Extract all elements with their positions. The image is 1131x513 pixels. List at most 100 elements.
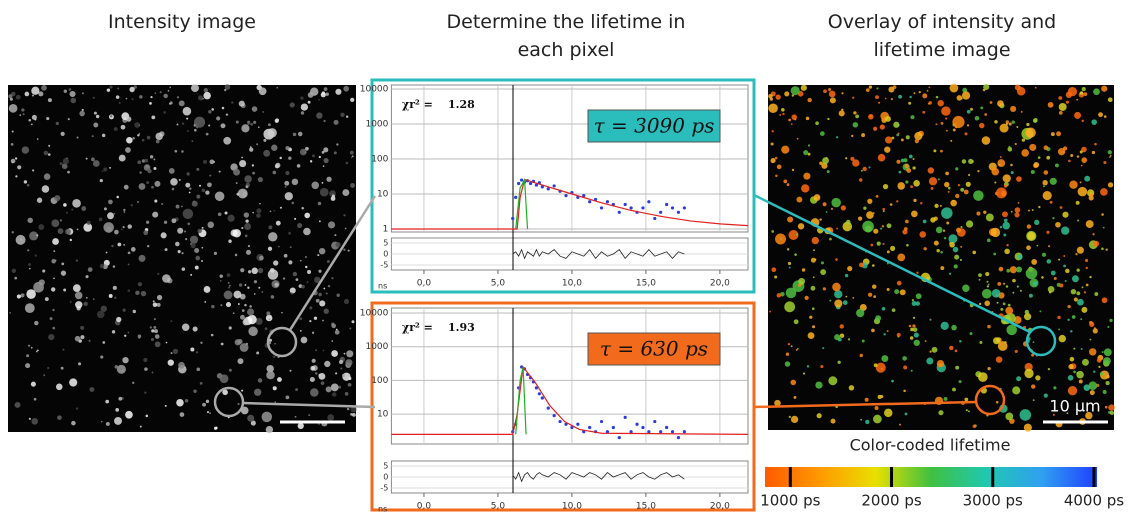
speckle xyxy=(788,118,792,122)
speckle xyxy=(940,321,949,330)
speckle xyxy=(279,206,283,209)
speckle xyxy=(852,296,855,299)
speckle xyxy=(908,101,912,105)
speckle xyxy=(255,317,263,325)
speckle xyxy=(9,97,13,101)
speckle xyxy=(1003,218,1008,223)
speckle xyxy=(127,224,132,229)
speckle xyxy=(317,201,322,206)
speckle xyxy=(1067,318,1070,322)
speckle xyxy=(15,94,21,100)
speckle xyxy=(247,286,250,289)
speckle xyxy=(806,365,810,368)
speckle xyxy=(786,183,790,187)
speckle xyxy=(51,219,60,228)
speckle xyxy=(878,101,881,104)
speckle xyxy=(947,190,950,193)
speckle xyxy=(899,423,902,426)
speckle xyxy=(961,91,971,100)
speckle xyxy=(1091,119,1097,125)
data-point xyxy=(576,422,580,426)
speckle xyxy=(203,91,211,100)
speckle xyxy=(305,265,308,269)
speckle xyxy=(1016,86,1026,96)
speckle xyxy=(910,327,914,332)
speckle xyxy=(1032,118,1038,123)
speckle xyxy=(211,304,215,309)
speckle xyxy=(195,351,199,354)
speckle xyxy=(869,114,872,118)
speckle xyxy=(904,412,908,416)
speckle xyxy=(873,363,878,368)
speckle xyxy=(1036,244,1039,247)
speckle xyxy=(67,118,70,121)
speckle xyxy=(926,357,934,365)
speckle xyxy=(36,138,39,140)
speckle xyxy=(807,332,815,340)
speckle xyxy=(227,281,230,284)
speckle xyxy=(241,309,245,313)
speckle xyxy=(271,144,278,151)
speckle xyxy=(910,369,913,372)
speckle xyxy=(126,136,133,144)
speckle xyxy=(208,124,211,127)
speckle xyxy=(14,276,18,280)
speckle xyxy=(978,278,981,281)
speckle xyxy=(847,338,851,341)
speckle xyxy=(1076,155,1080,158)
speckle xyxy=(48,144,51,147)
speckle xyxy=(775,174,778,178)
speckle xyxy=(809,315,813,319)
plot-area xyxy=(390,307,749,445)
panel-title: Intensity image xyxy=(108,11,256,33)
speckle xyxy=(55,383,63,391)
speckle xyxy=(881,225,885,228)
speckle xyxy=(245,219,249,223)
speckle xyxy=(315,298,320,303)
speckle xyxy=(1049,177,1057,185)
speckle xyxy=(875,315,882,322)
speckle xyxy=(899,289,906,296)
speckle xyxy=(240,268,245,273)
speckle xyxy=(804,295,809,300)
data-point xyxy=(629,206,633,210)
speckle xyxy=(343,214,346,217)
speckle xyxy=(31,94,35,97)
speckle xyxy=(886,250,890,254)
speckle xyxy=(834,299,843,308)
speckle xyxy=(316,112,323,119)
speckle xyxy=(1007,303,1011,307)
speckle xyxy=(876,87,879,90)
speckle xyxy=(244,234,248,238)
speckle xyxy=(146,181,150,185)
speckle xyxy=(192,326,198,332)
speckle xyxy=(43,173,51,180)
speckle xyxy=(60,270,67,276)
speckle xyxy=(913,198,917,203)
speckle xyxy=(893,121,900,128)
speckle xyxy=(323,308,329,314)
speckle xyxy=(277,377,282,382)
speckle xyxy=(1076,291,1081,296)
speckle xyxy=(124,334,127,337)
speckle xyxy=(905,135,910,140)
speckle xyxy=(109,166,112,169)
speckle xyxy=(945,129,948,132)
speckle xyxy=(296,164,301,168)
speckle xyxy=(1056,131,1062,137)
speckle xyxy=(1010,105,1017,113)
speckle xyxy=(193,389,197,394)
speckle xyxy=(146,220,150,224)
speckle xyxy=(238,283,243,287)
speckle xyxy=(995,400,999,404)
speckle xyxy=(906,168,912,173)
speckle xyxy=(127,331,130,334)
speckle xyxy=(301,206,304,210)
speckle xyxy=(335,241,341,248)
speckle xyxy=(1031,209,1034,211)
speckle xyxy=(922,110,926,114)
speckle xyxy=(285,395,290,400)
speckle xyxy=(127,251,131,255)
speckle xyxy=(218,170,221,173)
speckle xyxy=(918,91,921,94)
